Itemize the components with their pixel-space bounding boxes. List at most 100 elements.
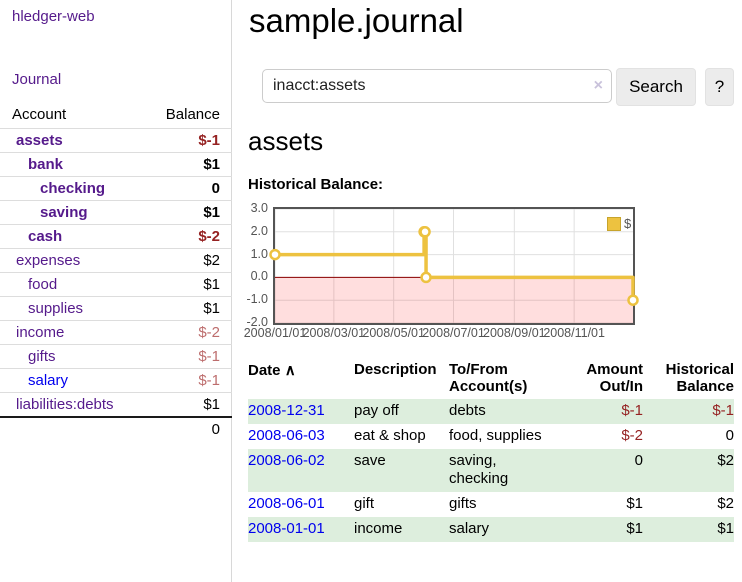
account-balance: $-2: [198, 228, 220, 245]
account-balance: $1: [203, 156, 220, 173]
balance-cell: $2: [717, 452, 734, 469]
x-axis-label: 2008/09/01: [483, 326, 546, 340]
account-rows: assets $-1 bank $1 checking 0 saving $1 cash $-2 e…: [0, 128, 232, 416]
date-link[interactable]: 2008-12-31: [248, 402, 325, 419]
balance-cell: 0: [725, 427, 734, 444]
description-cell: income: [354, 520, 403, 537]
page-title: sample.journal: [249, 2, 464, 39]
account-link[interactable]: assets: [16, 132, 63, 149]
account-cell: gifts: [449, 495, 477, 512]
date-column-header[interactable]: Date ∧: [248, 362, 296, 379]
account-cell: saving, checking: [449, 452, 509, 487]
search-input[interactable]: [262, 69, 612, 103]
x-axis-label: 2008/11/01: [543, 326, 605, 340]
table-row[interactable]: 2008-06-03 eat & shop food, supplies $-2 0: [248, 424, 734, 449]
account-heading: assets: [248, 126, 324, 156]
account-link[interactable]: liabilities:debts: [16, 396, 114, 413]
account-link[interactable]: cash: [28, 228, 63, 245]
account-balance: $1: [203, 204, 220, 221]
description-cell: eat & shop: [354, 427, 426, 444]
description-cell: save: [354, 452, 386, 469]
date-cell: 2008-01-01: [248, 520, 354, 538]
date-link[interactable]: 2008-01-01: [248, 520, 325, 537]
x-axis-label: 2008/03/01: [302, 326, 366, 340]
date-cell: 2008-06-03: [248, 427, 354, 445]
search-button[interactable]: Search: [616, 68, 696, 106]
sidebar: hledger-web Journal Account Balance asse…: [0, 0, 232, 582]
account-balance: 0: [211, 180, 220, 197]
account-cell: food, supplies: [449, 427, 542, 444]
amount-cell: $1: [626, 495, 643, 512]
account-link[interactable]: saving: [40, 204, 88, 221]
account-link[interactable]: bank: [28, 156, 64, 173]
register-table-header: Date ∧ Description To/From Account(s) Am…: [248, 361, 734, 395]
y-axis-label: 0.0: [250, 269, 268, 284]
chart-legend: $: [607, 216, 631, 231]
description-cell: gift: [354, 495, 375, 512]
account-row: bank $1: [0, 152, 232, 176]
balance-column-header: Balance: [165, 106, 220, 123]
x-axis-label: 2008/01/01: [243, 326, 307, 340]
sidebar-item-journal[interactable]: Journal: [12, 71, 62, 88]
clear-search-icon[interactable]: ×: [593, 77, 603, 94]
accounts-total-value: 0: [211, 421, 220, 438]
balance-cell: $2: [717, 495, 734, 512]
account-link[interactable]: income: [16, 324, 65, 341]
register-table: Date ∧ Description To/From Account(s) Am…: [248, 361, 734, 542]
amount-cell: $-2: [621, 427, 643, 444]
account-link[interactable]: gifts: [28, 348, 56, 365]
account-column-header: Account: [12, 106, 67, 123]
register-rows: 2008-12-31 pay off debts $-1 $-1 2008-06-03 ea…: [248, 399, 734, 542]
account-link[interactable]: supplies: [28, 300, 84, 317]
account-balance: $1: [203, 396, 220, 413]
y-axis-label: 1.0: [250, 246, 268, 261]
account-balance: $1: [203, 300, 220, 317]
account-row: supplies $1: [0, 296, 232, 320]
account-balance: $-1: [198, 348, 220, 365]
date-cell: 2008-12-31: [248, 402, 354, 420]
description-cell: pay off: [354, 402, 399, 419]
accounts-table-header: Account Balance: [0, 101, 232, 128]
y-axis-label: -2.0: [246, 315, 268, 329]
account-row: cash $-2: [0, 224, 232, 248]
account-cell: debts: [449, 402, 486, 419]
account-link[interactable]: food: [28, 276, 58, 293]
account-row: gifts $-1: [0, 344, 232, 368]
balance-cell: $-1: [712, 402, 734, 419]
accounts-table: Account Balance assets $-1 bank $1 checking 0…: [0, 101, 232, 442]
date-cell: 2008-06-02: [248, 452, 354, 470]
chart-canvas: [269, 207, 639, 325]
account-balance: $2: [203, 252, 220, 269]
amount-column-header: Amount Out/In: [586, 361, 643, 395]
account-balance: $1: [203, 276, 220, 293]
account-column-header: To/From Account(s): [449, 361, 528, 395]
account-row: saving $1: [0, 200, 232, 224]
date-link[interactable]: 2008-06-02: [248, 452, 325, 469]
account-row: food $1: [0, 272, 232, 296]
account-link[interactable]: checking: [40, 180, 106, 197]
date-link[interactable]: 2008-06-03: [248, 427, 325, 444]
balance-chart: 3.0 2.0 1.0 0.0 -1.0 -2.0 2008/01/01 2008/03/01…: [240, 198, 742, 348]
description-column-header: Description: [354, 361, 437, 378]
app-title-link[interactable]: hledger-web: [12, 8, 95, 25]
balance-column-header: Historical Balance: [665, 361, 734, 395]
balance-cell: $1: [717, 520, 734, 537]
account-link[interactable]: salary: [28, 372, 69, 389]
account-link[interactable]: expenses: [16, 252, 81, 269]
account-row: expenses $2: [0, 248, 232, 272]
amount-cell: $1: [626, 520, 643, 537]
account-row: salary $-1: [0, 368, 232, 392]
account-row: liabilities:debts $1: [0, 392, 232, 416]
table-row[interactable]: 2008-12-31 pay off debts $-1 $-1: [248, 399, 734, 424]
table-row[interactable]: 2008-01-01 income salary $1 $1: [248, 517, 734, 542]
help-button[interactable]: ?: [705, 68, 734, 106]
table-row[interactable]: 2008-06-02 save saving, checking 0 $2: [248, 449, 734, 492]
amount-cell: $-1: [621, 402, 643, 419]
y-axis-label: 2.0: [250, 223, 268, 238]
legend-label: $: [624, 216, 632, 231]
date-link[interactable]: 2008-06-01: [248, 495, 325, 512]
table-row[interactable]: 2008-06-01 gift gifts $1 $2: [248, 492, 734, 517]
x-axis-label: 2008/07/01: [422, 326, 485, 340]
legend-swatch: [607, 216, 621, 231]
